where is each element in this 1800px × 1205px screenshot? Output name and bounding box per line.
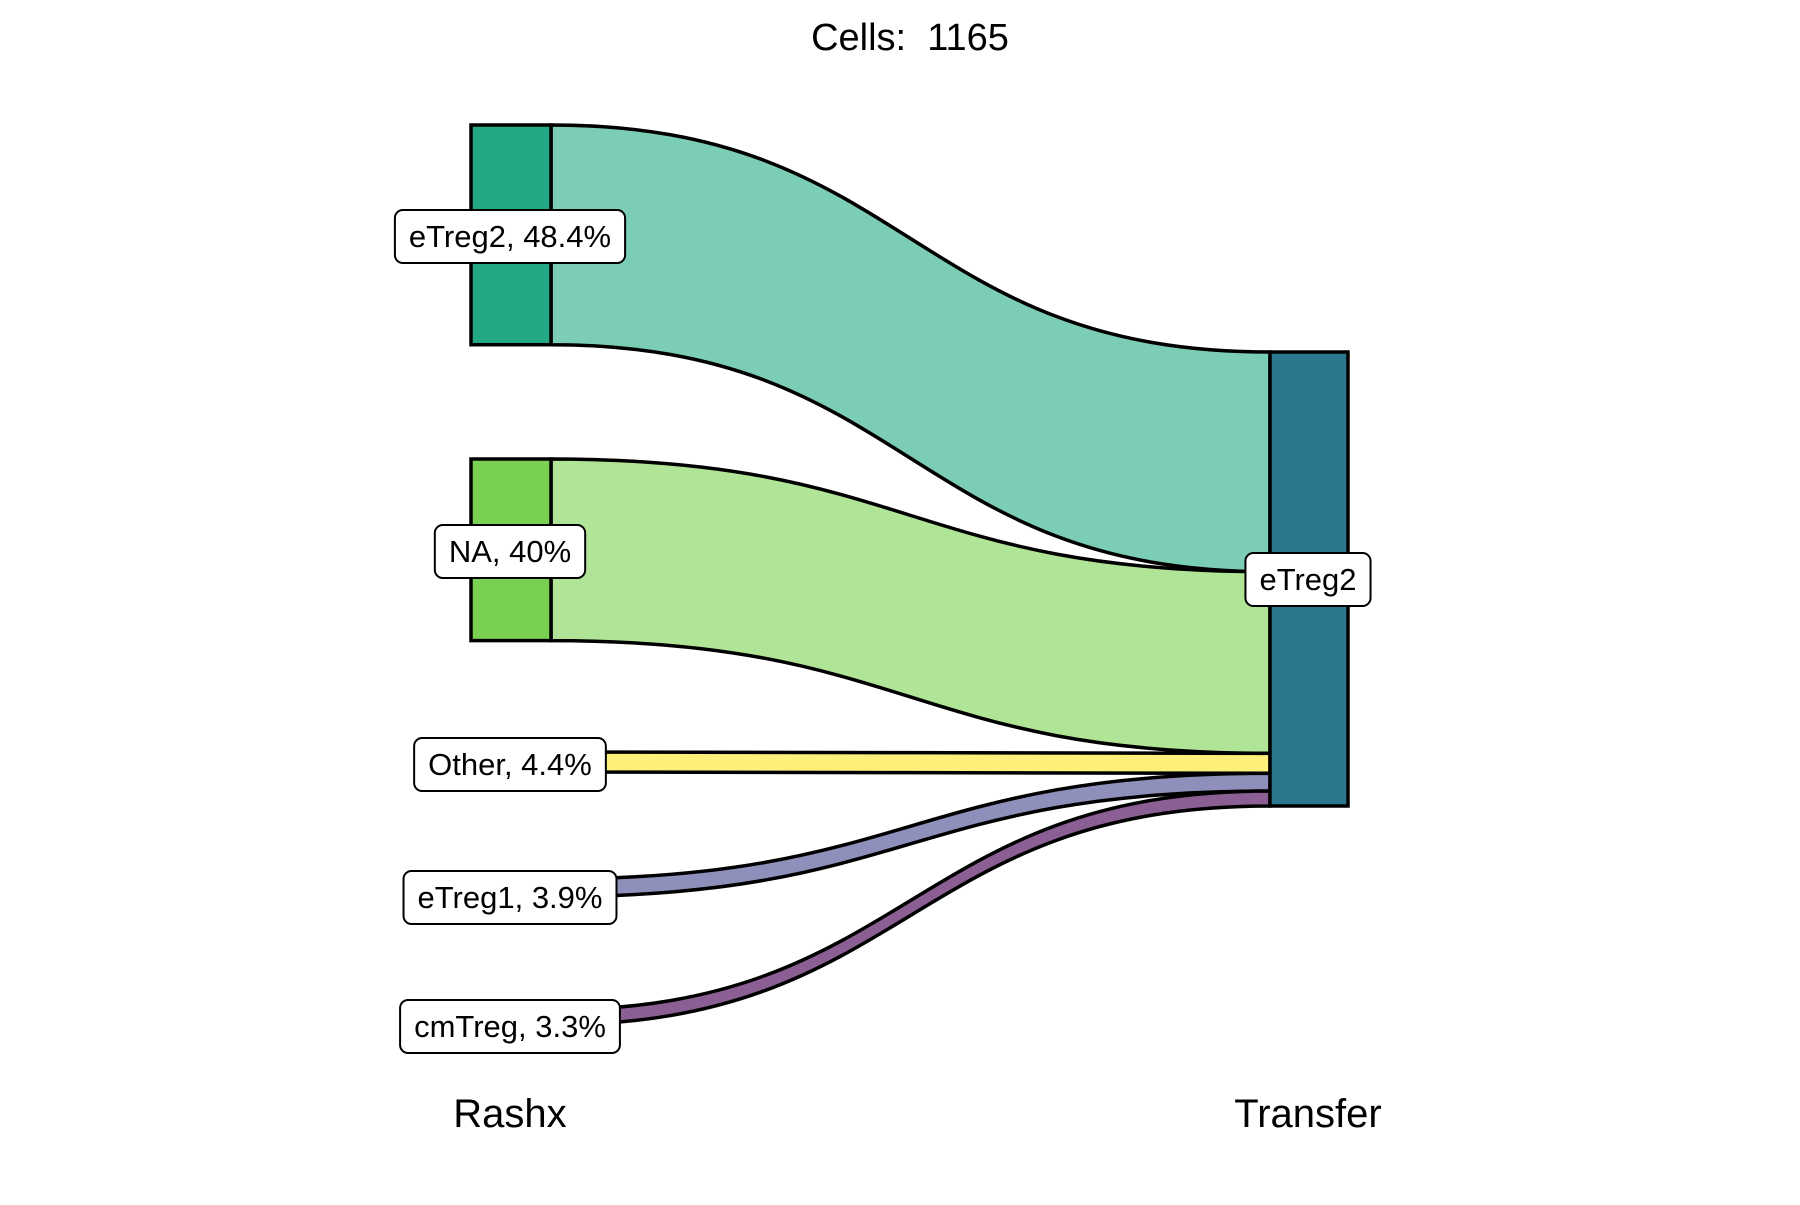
flow-other-to-etreg2 (549, 750, 1272, 776)
node-label-box-na-source (433, 524, 587, 579)
node-label-text-etreg2-source: eTreg2, 48.4% (409, 219, 611, 254)
node-label-text-cmtreg-source: cmTreg, 3.3% (414, 1009, 606, 1044)
node-label-box-cmtreg-source (399, 999, 621, 1054)
node-label-cmtreg-source: cmTreg, 3.3% (399, 999, 621, 1054)
node-label-box-other-source (413, 737, 607, 792)
axis-label-right: Transfer (1234, 1092, 1381, 1136)
labels-layer: eTreg2, 48.4% NA, 40% Other, 4.4% eTreg1, 3… (393, 209, 1372, 1054)
node-label-box-etreg2-target (1244, 552, 1372, 607)
flows-layer (549, 123, 1272, 1027)
chart-title: Cells: 1165 (811, 17, 1009, 59)
node-label-etreg2-target: eTreg2 (1244, 552, 1372, 607)
node-label-etreg2-source: eTreg2, 48.4% (393, 209, 627, 264)
node-label-text-other-source: Other, 4.4% (428, 747, 592, 782)
node-label-etreg1-source: eTreg1, 3.9% (402, 870, 618, 925)
node-label-text-na-source: NA, 40% (449, 534, 571, 569)
node-label-na-source: NA, 40% (433, 524, 587, 579)
flow-etreg1-to-etreg2 (549, 771, 1272, 899)
node-label-text-etreg1-source: eTreg1, 3.9% (418, 880, 603, 915)
node-label-other-source: Other, 4.4% (413, 737, 607, 792)
node-label-box-etreg2-source (393, 209, 627, 264)
node-label-box-etreg1-source (402, 870, 618, 925)
node-label-text-etreg2-target: eTreg2 (1259, 562, 1356, 597)
axis-label-left: Rashx (453, 1092, 566, 1136)
